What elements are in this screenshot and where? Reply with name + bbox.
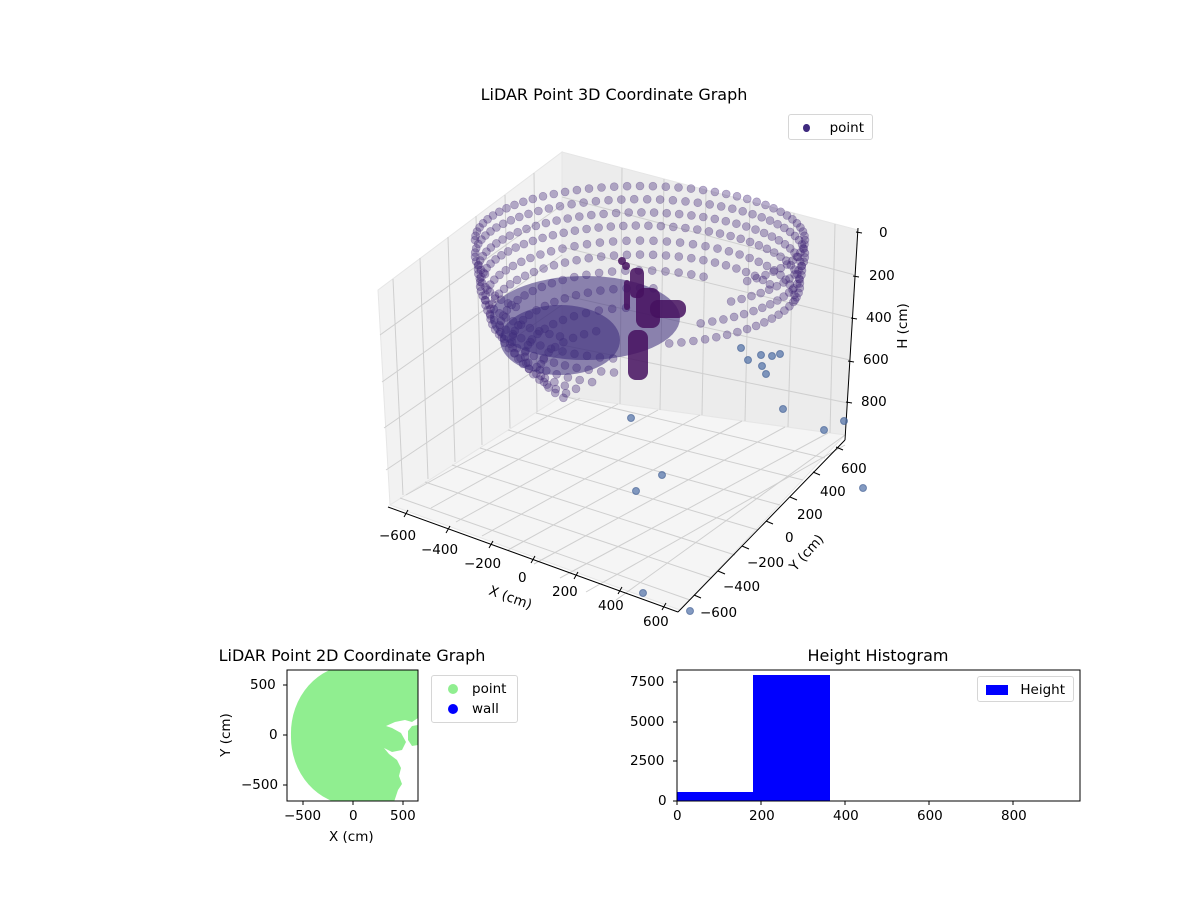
histogram-ytick: 2500 [630, 753, 665, 769]
plot2d-xtick: 500 [390, 808, 416, 824]
legend-point-marker-icon [448, 684, 458, 694]
plot3d-ztick: 800 [861, 394, 887, 410]
plot3d-outliers [627, 344, 867, 615]
legend-wall-label: wall [472, 701, 499, 717]
plot3d-ytick: −400 [723, 579, 761, 595]
legend-point-marker-icon [803, 124, 810, 132]
plot3d-xtick: 0 [518, 570, 527, 586]
legend-height-label: Height [1020, 682, 1065, 698]
histogram-title: Height Histogram [807, 646, 949, 665]
plot2d-xlabel: X (cm) [329, 829, 374, 845]
histogram-ytick: 0 [658, 793, 667, 809]
plot3d-ztick: 200 [869, 268, 895, 284]
plot2d-point-region [290, 670, 418, 801]
plot3d-z-axis [844, 227, 859, 441]
plot3d-ytick: 400 [820, 484, 846, 500]
plot2d-xtick: 0 [349, 808, 358, 824]
histogram-xtick: 800 [1001, 808, 1027, 824]
histogram-bar [753, 675, 830, 801]
legend-point-label: point [472, 681, 507, 697]
plot2d-legend: point wall [431, 675, 518, 723]
plot2d-title: LiDAR Point 2D Coordinate Graph [218, 646, 486, 665]
plot2d-xtick: −500 [284, 808, 322, 824]
histogram-xtick: 0 [673, 808, 682, 824]
plot3d-ytick: 600 [841, 461, 867, 477]
plot3d-title: LiDAR Point 3D Coordinate Graph [480, 85, 748, 104]
plot3d-ytick: 0 [785, 530, 794, 546]
legend-height-swatch-icon [986, 685, 1009, 695]
plot3d-legend: point [788, 114, 873, 140]
histogram-xtick: 200 [749, 808, 775, 824]
plot3d-ytick: 200 [797, 507, 823, 523]
legend-entry-wall: wall [440, 699, 509, 719]
histogram-xtick: 400 [833, 808, 859, 824]
plot3d-xtick: −400 [421, 542, 459, 558]
plot3d-ztick: 0 [879, 225, 888, 241]
plot3d-xtick: −600 [379, 528, 417, 544]
histogram-xtick: 600 [917, 808, 943, 824]
plot2d-ytick: 500 [250, 677, 276, 693]
histogram-bar [677, 792, 754, 801]
plot3d-xtick: −200 [464, 556, 502, 572]
plot3d-xtick: 400 [598, 598, 624, 614]
legend-point-label: point [829, 120, 864, 136]
plot3d-ztick: 600 [863, 352, 889, 368]
legend-wall-marker-icon [448, 704, 458, 714]
legend-entry-point: point [440, 679, 509, 699]
plot2d-ytick: 0 [269, 727, 278, 743]
plot3d-xtick: 600 [643, 614, 669, 630]
plot3d-dark-structure [618, 257, 686, 380]
plot2d-ytick: −500 [241, 777, 279, 793]
plot3d-y-axis [677, 439, 846, 613]
histogram-ytick: 5000 [630, 714, 665, 730]
histogram-legend: Height [977, 676, 1074, 702]
plot3d-ztick: 400 [866, 310, 892, 326]
plot3d-xtick: 200 [552, 584, 578, 600]
plot3d-ytick: −600 [700, 605, 738, 621]
histogram-ytick: 7500 [630, 674, 665, 690]
plot3d-ytick: −200 [747, 555, 785, 571]
histogram-axes-frame [676, 669, 1081, 802]
